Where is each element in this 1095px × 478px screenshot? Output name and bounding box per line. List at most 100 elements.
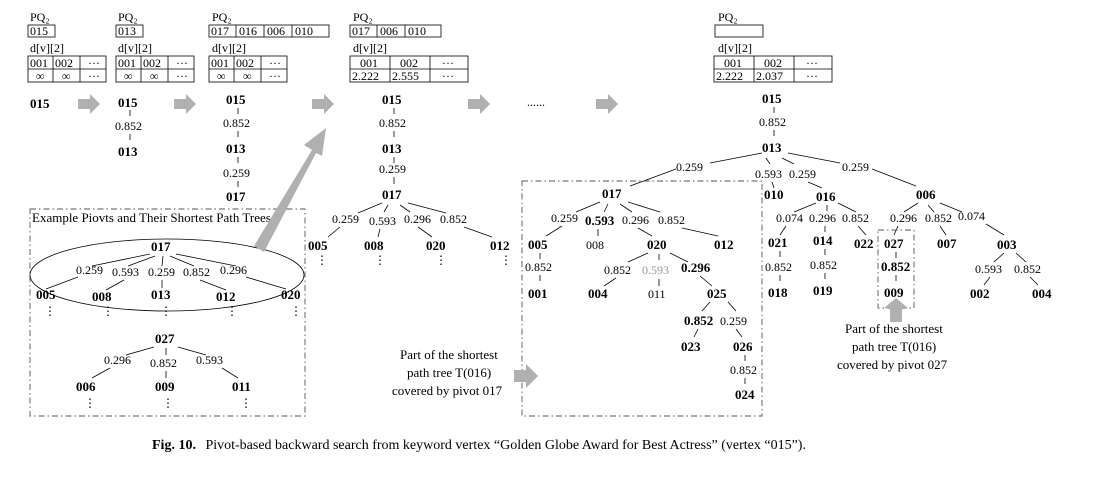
annotation-left: Part of the shortest path tree T(016) co…: [392, 347, 538, 398]
tree-step-2: 015 0.852 013: [115, 95, 142, 159]
dv-val-002: ∞: [150, 69, 159, 83]
node-011: 011: [232, 379, 251, 394]
step-arrow-icon: [174, 94, 196, 114]
edge-weight: 0.074: [958, 209, 985, 223]
node-021: 021: [768, 235, 788, 250]
step-arrow-icon: [78, 94, 100, 114]
dv-head-002: 002: [236, 56, 254, 70]
edge-weight: 0.296: [404, 212, 431, 226]
pq-entry: 015: [30, 24, 48, 38]
node-016: 016: [816, 189, 836, 204]
ellipsis: ......: [527, 95, 545, 109]
edge-weight: 0.852: [604, 263, 631, 277]
node-005: 005: [36, 287, 56, 302]
node-013: 013: [151, 287, 171, 302]
edge-weight: 0.259: [551, 211, 578, 225]
pq-label: PQ₂: [353, 10, 373, 24]
edge-weight: 0.852: [525, 260, 552, 274]
edge-weight: 0.259: [76, 263, 103, 277]
step-arrow-icon: [596, 94, 618, 114]
dv-val-001: ∞: [217, 69, 226, 83]
node-012: 012: [714, 237, 734, 252]
edge-weight: 0.852: [730, 363, 757, 377]
pq-entry: 010: [408, 24, 426, 38]
dv-head-002: 002: [764, 56, 782, 70]
annotation-line: covered by pivot 027: [837, 357, 948, 372]
state-panel-1: PQ₂ 015 d[v][2] 001 002 ··· ∞ ∞ ···: [27, 10, 107, 83]
node-024: 024: [735, 387, 755, 402]
more-dots: ⋮: [316, 253, 328, 267]
pointer-arrow-icon: [254, 128, 326, 252]
svg-text:Fig. 10. Pivot-based bac: Fig. 10. Pivot-based backward search fro…: [152, 438, 806, 453]
final-tree: 015 0.852 013 0.259 0.593 0.259 0.259 01…: [521, 91, 1052, 417]
pq-entry: 016: [239, 24, 257, 38]
dv-val-more: ···: [806, 69, 818, 83]
dv-val-more: ···: [176, 69, 188, 83]
dv-val-002: ∞: [62, 69, 71, 83]
pq-label: PQ₂: [718, 10, 738, 24]
dv-head-more: ···: [176, 56, 188, 70]
node-020: 020: [647, 237, 667, 252]
node-017: 017: [382, 187, 402, 202]
edge-weight: 0.852: [150, 356, 177, 370]
pq-entry: 013: [118, 24, 136, 38]
annotation-right: Part of the shortest path tree T(016) co…: [837, 298, 948, 372]
dv-val-001: 2.222: [352, 69, 379, 83]
edge-weight: 0.296: [622, 213, 649, 227]
edge-weight: 0.296: [890, 211, 917, 225]
node-027: 027: [884, 236, 904, 251]
edge-weight: 0.259: [842, 160, 869, 174]
more-dots: ⋮: [162, 396, 174, 410]
edge-weight: 0.593: [112, 265, 139, 279]
node-001: 001: [528, 286, 548, 301]
node-014: 014: [813, 233, 833, 248]
tree-step-4: 015 0.852 013 0.259 017 0.259 0.593 0.29…: [308, 92, 512, 267]
node-013: 013: [382, 141, 402, 156]
step-arrows: ......: [78, 94, 618, 114]
caption-label: Fig. 10.: [152, 438, 196, 453]
node-009: 009: [155, 379, 175, 394]
node-012: 012: [490, 238, 510, 253]
edge-weight: 0.593: [642, 263, 669, 277]
dv-head-002: 002: [143, 56, 161, 70]
edge-weight: 0.074: [776, 211, 803, 225]
pq-entry: 010: [295, 24, 313, 38]
node-025: 025: [707, 286, 727, 301]
node-002: 002: [970, 286, 990, 301]
node-013: 013: [118, 144, 138, 159]
node-005: 005: [308, 238, 328, 253]
caption-text: Pivot-based backward search from keyword…: [205, 438, 806, 453]
pq-label: PQ₂: [30, 10, 50, 24]
edge-weight: 0.259: [676, 160, 703, 174]
node-004: 004: [1032, 286, 1052, 301]
state-panel-4: PQ₂ 017 006 010 d[v][2] 001 002 ··· 2.22…: [349, 10, 469, 83]
dv-label: d[v][2]: [118, 41, 152, 55]
pivot-017: 017: [151, 239, 171, 254]
node-015: 015: [382, 92, 402, 107]
edge-weight: 0.296: [104, 353, 131, 367]
node-010: 010: [764, 187, 784, 202]
dv-val-more: ···: [88, 69, 100, 83]
node-017: 017: [226, 189, 246, 204]
edge-weight: 0.852: [925, 211, 952, 225]
state-panel-5: PQ₂ d[v][2] 001 002 ··· 2.222 2.037 ···: [713, 10, 833, 83]
pivot-027: 027: [155, 331, 175, 346]
node-015: 015: [226, 92, 246, 107]
dv-val-002: 2.555: [392, 69, 419, 83]
dv-val-002: ∞: [243, 69, 252, 83]
pq-entry: 017: [211, 24, 229, 38]
dv-val-001: ∞: [36, 69, 45, 83]
pq-entry: 006: [267, 24, 285, 38]
more-dots: ⋮: [160, 304, 172, 318]
state-panel-3: PQ₂ 017 016 006 010 d[v][2] 001 002 ··· …: [208, 10, 330, 83]
dv-val-002: 2.037: [756, 69, 783, 83]
edge-weight: 0.259: [720, 314, 747, 328]
more-dots: ⋮: [226, 304, 238, 318]
edge-weight: 0.852: [881, 259, 910, 274]
state-panel-2: PQ₂ 013 d[v][2] 001 002 ··· ∞ ∞ ···: [115, 10, 195, 83]
step-arrow-icon: [468, 94, 490, 114]
edge-weight: 0.852: [759, 115, 786, 129]
more-dots: ⋮: [44, 304, 56, 318]
edge-weight: 0.296: [681, 260, 711, 275]
